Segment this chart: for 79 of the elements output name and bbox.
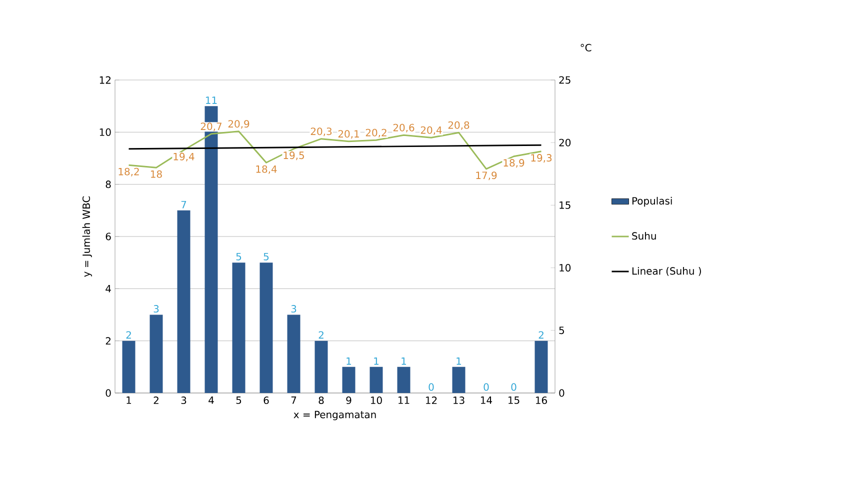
y-tick-label: 2 <box>106 337 110 345</box>
data-label: 20,7 <box>200 122 222 132</box>
y2-tick-label: 20 <box>559 138 571 146</box>
bar <box>534 340 548 393</box>
x-tick-label: 9 <box>346 396 352 404</box>
x-tick-label: 5 <box>236 396 242 404</box>
x-tick-label: 8 <box>318 396 324 404</box>
data-label: 2 <box>318 331 324 339</box>
y-axis-title: y = Jumlah WBC <box>82 196 92 277</box>
data-label: 20,6 <box>393 124 414 132</box>
x-tick-label: 2 <box>154 396 158 404</box>
data-label: 5 <box>264 252 269 260</box>
data-label: 5 <box>236 252 242 260</box>
x-tick-label: 10 <box>371 396 382 404</box>
data-label: 20,4 <box>420 126 442 135</box>
x-tick-label: 6 <box>264 396 269 404</box>
y2-tick-label: 25 <box>559 76 570 84</box>
data-label: 2 <box>538 331 544 339</box>
data-label: 3 <box>291 305 296 313</box>
bar <box>342 366 356 393</box>
data-label: 1 <box>456 357 462 365</box>
bar <box>122 340 136 393</box>
data-label: 17,9 <box>476 172 497 180</box>
bar <box>370 366 383 393</box>
data-label: 20,2 <box>366 128 386 138</box>
x-tick-label: 11 <box>398 396 410 404</box>
data-label: 20,1 <box>338 130 359 139</box>
data-label: 0 <box>511 383 516 391</box>
data-label: 19,5 <box>284 152 304 160</box>
y2-tick-label: 5 <box>559 326 564 334</box>
y-tick-label: 4 <box>106 285 111 292</box>
x-tick-label: 14 <box>481 396 492 404</box>
data-label: 20,3 <box>310 128 332 136</box>
data-label: 18,9 <box>504 159 524 168</box>
data-label: 11 <box>206 96 217 104</box>
legend-label: Populasi <box>632 196 672 207</box>
bar <box>287 314 300 393</box>
data-label: 18,4 <box>256 165 277 174</box>
data-label: 2 <box>126 331 131 339</box>
y2-tick-label: 0 <box>559 389 564 397</box>
data-label: 19,4 <box>174 152 194 162</box>
x-tick-label: 1 <box>126 396 132 404</box>
data-label: 20,9 <box>228 120 250 129</box>
bar <box>397 366 410 393</box>
x-tick-label: 12 <box>426 396 437 404</box>
x-tick-label: 13 <box>454 396 464 404</box>
y-tick-label: 8 <box>106 180 111 188</box>
x-tick-label: 15 <box>508 396 520 404</box>
data-label: 19,3 <box>531 154 552 163</box>
y2-tick-label: 15 <box>560 201 570 209</box>
data-label: 1 <box>346 357 352 365</box>
bar <box>232 262 246 393</box>
x-tick-label: 4 <box>208 396 214 404</box>
data-label: 3 <box>154 305 159 313</box>
data-label: 7 <box>181 200 186 208</box>
y-tick-label: 10 <box>100 128 111 136</box>
data-label: 20,8 <box>448 121 470 130</box>
data-label: 1 <box>374 357 379 365</box>
x-axis-title: x = Pengamatan <box>294 410 376 420</box>
legend-label: Linear (Suhu ) <box>632 267 701 276</box>
y-tick-label: 0 <box>106 389 111 397</box>
data-label: 18,2 <box>118 168 139 176</box>
data-label: 0 <box>428 383 434 391</box>
x-tick-label: 7 <box>291 396 296 404</box>
bar <box>150 314 163 393</box>
x-tick-label: 16 <box>536 396 547 404</box>
data-label: 0 <box>484 383 489 391</box>
bar <box>177 210 190 393</box>
y-tick-label: 6 <box>106 232 111 240</box>
y-tick-label: 12 <box>100 76 110 84</box>
y2-tick-label: 10 <box>560 264 571 272</box>
y2-axis-title: °C <box>580 44 592 52</box>
x-tick-label: 3 <box>181 396 186 404</box>
data-label: 1 <box>402 357 406 365</box>
legend-label: Suhu <box>632 232 656 240</box>
bar <box>452 366 466 393</box>
bar <box>314 340 328 393</box>
data-label: 18 <box>151 170 162 178</box>
bar <box>260 262 273 393</box>
